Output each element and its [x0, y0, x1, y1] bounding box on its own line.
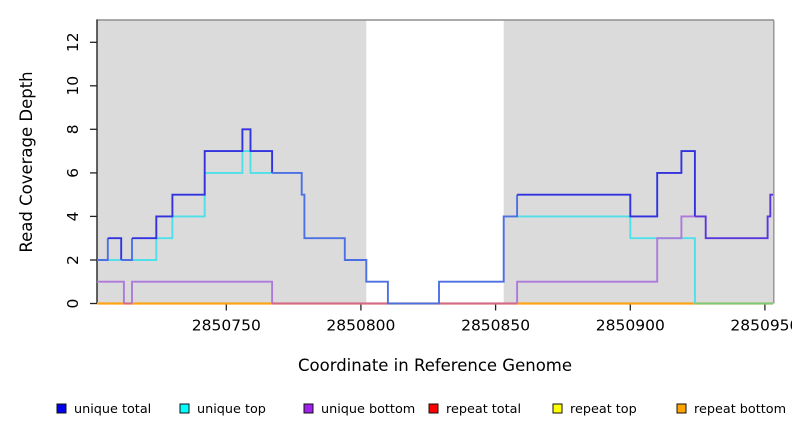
svg-text:6: 6 — [64, 168, 82, 178]
y-axis-title: Read Coverage Depth — [17, 71, 36, 252]
svg-text:2: 2 — [64, 255, 82, 265]
series-unique-bottom — [97, 280, 125, 304]
svg-text:0: 0 — [64, 299, 82, 309]
series-unique-total — [517, 150, 696, 218]
legend-item-unique-top: unique top — [179, 402, 266, 417]
legend-swatch — [303, 403, 314, 414]
svg-text:2850750: 2850750 — [192, 317, 261, 335]
legend-item-unique-total: unique total — [56, 402, 151, 417]
series-unique-total — [272, 171, 519, 305]
series-unique-total — [132, 128, 274, 240]
axes: 0 2 4 6 8 10 12 2850750 2850800 2850850 2850900 285… — [64, 19, 792, 335]
legend-label: unique total — [74, 402, 151, 417]
svg-text:12: 12 — [64, 32, 82, 52]
legend-swatch — [552, 403, 563, 414]
legend-item-repeat-total: repeat total — [428, 402, 521, 417]
x-axis-title: Coordinate in Reference Genome — [298, 356, 572, 375]
legend-swatch — [428, 403, 439, 414]
legend-item-repeat-bottom: repeat bottom — [676, 402, 786, 417]
legend-label: unique top — [197, 402, 266, 417]
legend-label: repeat bottom — [694, 402, 786, 417]
svg-text:2850800: 2850800 — [326, 317, 395, 335]
series-unique-total — [97, 238, 109, 261]
legend-label: unique bottom — [321, 402, 415, 417]
svg-text:2850850: 2850850 — [461, 317, 530, 335]
legend-label: repeat total — [446, 402, 521, 417]
legend-item-unique-bottom: unique bottom — [303, 402, 415, 417]
legend-swatch — [179, 403, 190, 414]
series-unique-total — [107, 237, 123, 260]
svg-text:2850950: 2850950 — [730, 317, 792, 335]
legend-label: repeat top — [570, 402, 637, 417]
series-unique-total — [121, 238, 133, 261]
svg-text:10: 10 — [64, 76, 82, 96]
legend-item-repeat-top: repeat top — [552, 402, 637, 417]
series-unique-bottom — [131, 280, 274, 304]
series-unique-bottom — [516, 215, 695, 304]
series-unique-total — [694, 193, 773, 240]
legend-swatch — [56, 403, 67, 414]
series-lines — [97, 128, 773, 305]
plot-background — [96, 19, 775, 304]
svg-text:2850900: 2850900 — [596, 317, 665, 335]
svg-text:4: 4 — [64, 211, 82, 221]
legend-swatch — [676, 403, 687, 414]
svg-text:8: 8 — [64, 124, 82, 134]
legend: unique total unique top unique bottom repea… — [56, 402, 786, 417]
